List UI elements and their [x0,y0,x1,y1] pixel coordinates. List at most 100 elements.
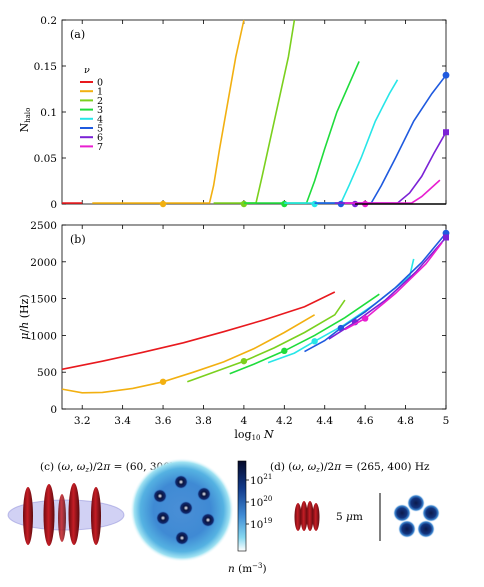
y-axis-label-b: μ/h (Hz) [18,294,31,339]
series-b [61,229,450,394]
plot-frame-b [61,224,447,410]
y-tick-label: 1500 [30,294,57,306]
x-tick-label: 4.6 [357,415,374,427]
vortex-core [179,501,193,515]
series-marker [311,200,318,208]
legend-label: 6 [97,133,103,144]
colorbar-tick-label: 1020 [250,495,272,509]
panel-b-tag: (b) [70,233,86,246]
colorbar: 1021 1020 1019 n (m−3) [228,460,272,575]
series-line-0 [61,291,336,371]
legend-label: 5 [97,124,103,135]
end-marker-square [443,234,449,241]
colorbar-tick-label: 1019 [250,517,272,531]
y-ticks-a: 0 0.05 0.1 0.15 0.2 [34,15,446,211]
legend-label: 3 [97,105,103,116]
series-marker [281,347,288,355]
x-tick-label: 4.8 [397,415,414,427]
legend-label: 4 [97,114,103,125]
vortex-core [201,513,215,527]
vortex-core [175,531,189,545]
legend-label: 0 [97,78,103,89]
y-tick-label: 0 [50,404,57,416]
y-tick-label: 0 [50,199,57,211]
vortex-tube [23,487,33,545]
colorbar-bar [237,460,247,552]
x-tick-label: 3.4 [114,415,131,427]
series-line-5 [304,232,447,353]
series-a [62,19,450,208]
plot-frame-a [61,19,447,205]
vortex-tube [312,503,320,531]
series-marker [281,200,288,208]
y-tick-label: 1000 [30,330,57,342]
3d-isosurface-d [294,501,320,531]
series-marker [159,378,167,385]
panel-d-caption: (d) (ω, ωz)/2π = (265, 400) Hz [270,461,430,474]
panel-d: (d) (ω, ωz)/2π = (265, 400) Hz 5 μm [270,461,440,541]
series-marker [361,315,369,322]
y-axis-label-a: Nhalo [18,108,32,133]
x-tick-label: 3.8 [195,415,212,427]
panel-a-tag: (a) [70,28,85,41]
x-ticks-a [81,20,447,204]
x-tick-label: 3.2 [74,415,91,427]
y-tick-label: 0.15 [34,61,57,73]
colorbar-tick-label: 1021 [250,473,272,487]
legend-title: ν [84,65,90,76]
density-center [413,514,419,520]
x-tick-label: 4.2 [276,415,293,427]
series-line-3 [229,293,380,375]
legend-label: 7 [97,142,103,153]
legend-label: 1 [97,87,103,98]
density-map-d [393,494,440,538]
series-marker [311,338,318,345]
x-ticks-b: 3.2 3.4 3.6 3.8 4 4.2 4.4 4.6 4.8 5 [74,225,449,427]
vortex-core [174,475,188,489]
x-axis-label-b: log10 N [234,428,274,442]
series-line-5 [314,74,447,204]
y-tick-label: 0.1 [40,107,57,119]
y-tick-label: 2500 [30,220,57,232]
scale-bar: 5 μm [336,493,381,541]
vortex-core [153,489,167,503]
density-map-c [130,458,234,562]
end-marker-circle [442,71,450,79]
vortex-tube [294,503,302,531]
y-tick-label: 0.05 [34,153,57,165]
series-marker [240,200,248,208]
vortex-tube [68,483,80,545]
series-line-2 [187,299,346,383]
y-tick-label: 0.2 [40,15,57,27]
3d-isosurface-c [7,483,125,546]
vortex-core [197,487,211,501]
scale-bar-label: 5 μm [336,511,363,523]
vortex-tube [306,501,314,531]
y-tick-label: 2000 [30,257,57,269]
series-line-1 [61,314,316,394]
y-tick-label: 500 [37,367,57,379]
legend-label: 2 [97,96,103,107]
series-line-1 [92,19,245,204]
panel-b: (b) μ/h (Hz) log10 N 0 500 1000 1500 2000 250… [18,220,450,442]
series-marker [240,357,248,365]
series-line-4 [284,79,399,204]
x-tick-label: 4 [241,415,248,427]
density-blob [417,520,435,538]
density-blob [398,520,416,538]
x-tick-label: 5 [443,415,450,427]
y-ticks-b: 0 500 1000 1500 2000 2500 [30,220,446,416]
series-line-7 [344,179,441,204]
panel-c: (c) (ω, ωz)/2π = (60, 300) Hz 1021 [7,458,272,575]
density-blob [422,504,440,522]
vortex-tube [58,494,66,542]
x-tick-label: 4.4 [316,415,333,427]
density-blob [407,494,425,512]
vortex-core [156,511,170,525]
density-blob [393,504,411,522]
series-marker [337,200,345,208]
colorbar-label: n (m−3) [228,562,267,575]
series-marker [159,200,167,208]
